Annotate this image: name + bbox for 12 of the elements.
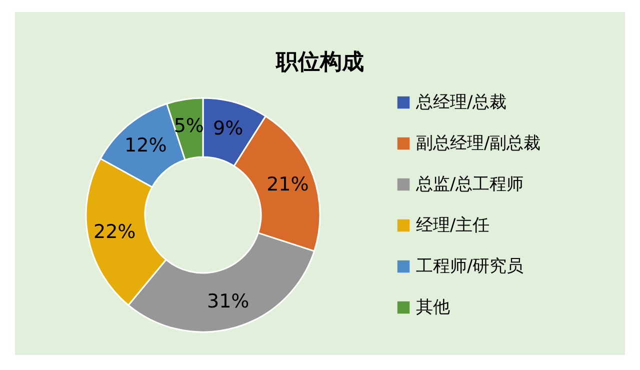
chart-title: 职位构成 [275, 50, 364, 75]
data-label: 21% [266, 174, 309, 196]
legend-label: 总经理/总裁 [415, 92, 507, 112]
data-label: 9% [213, 118, 244, 140]
legend-label: 工程师/研究员 [416, 256, 524, 276]
data-label: 12% [124, 134, 167, 157]
data-label: 22% [93, 220, 136, 243]
legend-label: 经理/主任 [416, 216, 490, 236]
data-label: 31% [206, 290, 250, 312]
legend-label: 其他 [416, 298, 450, 318]
legend-label: 总监/总工程师 [415, 174, 524, 194]
legend-label: 副总经理/副总裁 [416, 134, 541, 154]
